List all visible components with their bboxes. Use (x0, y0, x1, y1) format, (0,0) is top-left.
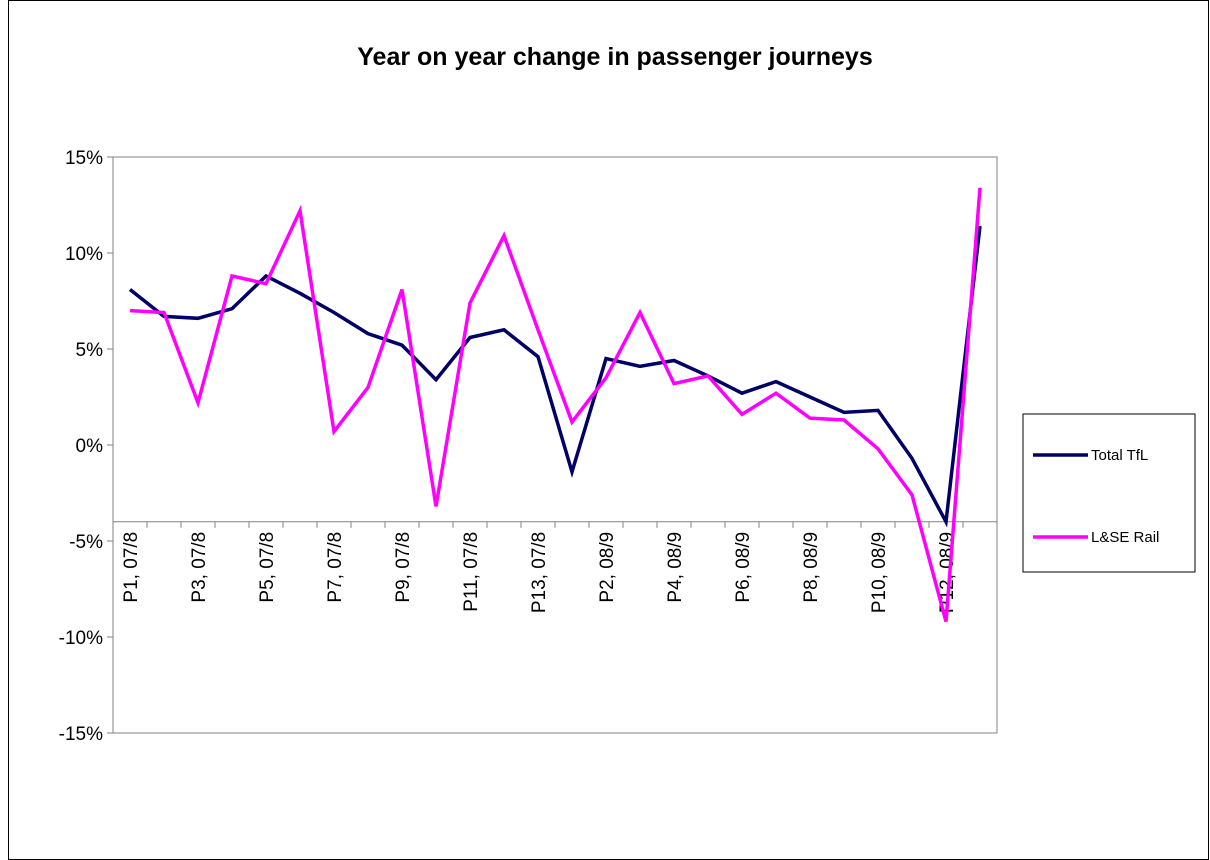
y-tick-label: -10% (59, 628, 103, 649)
x-tick-label: P3, 07/8 (189, 532, 210, 603)
x-tick-label: P7, 07/8 (325, 532, 346, 603)
x-tick-label: P2, 08/9 (597, 532, 618, 603)
legend-label-1: L&SE Rail (1091, 529, 1159, 546)
y-tick-label: 10% (65, 244, 103, 265)
plot-area (112, 156, 998, 734)
legend: Total TfL L&SE Rail (1022, 413, 1196, 573)
axes: -15% -10% -5% 0% 5% 10% 15% P1, 07/8 P3, 07/8 P5,… (59, 148, 998, 745)
y-tick-label: 5% (76, 340, 104, 361)
y-tick-label: 15% (65, 148, 103, 169)
x-tick-label: P8, 08/9 (801, 532, 822, 603)
x-tick-label: P11, 07/8 (461, 532, 482, 612)
legend-label-0: Total TfL (1091, 447, 1148, 464)
y-tick-label: -5% (69, 532, 103, 553)
chart-title: Year on year change in passenger journey… (357, 43, 873, 71)
x-tick-label: P4, 08/9 (665, 532, 686, 603)
x-tick-label: P13, 07/8 (529, 532, 550, 613)
x-tick-label: P10, 08/9 (869, 532, 890, 613)
x-tick-label: P6, 08/9 (733, 532, 754, 603)
x-tick-label: P9, 07/8 (393, 532, 414, 603)
y-tick-label: -15% (59, 724, 103, 745)
y-tick-label: 0% (76, 436, 104, 457)
legend-box (1022, 413, 1196, 573)
x-tick-label: P5, 07/8 (257, 532, 278, 603)
series-lines (128, 187, 982, 623)
series-line-1 (129, 187, 982, 623)
series-line-0 (128, 225, 982, 528)
x-tick-label: P1, 07/8 (121, 532, 142, 603)
